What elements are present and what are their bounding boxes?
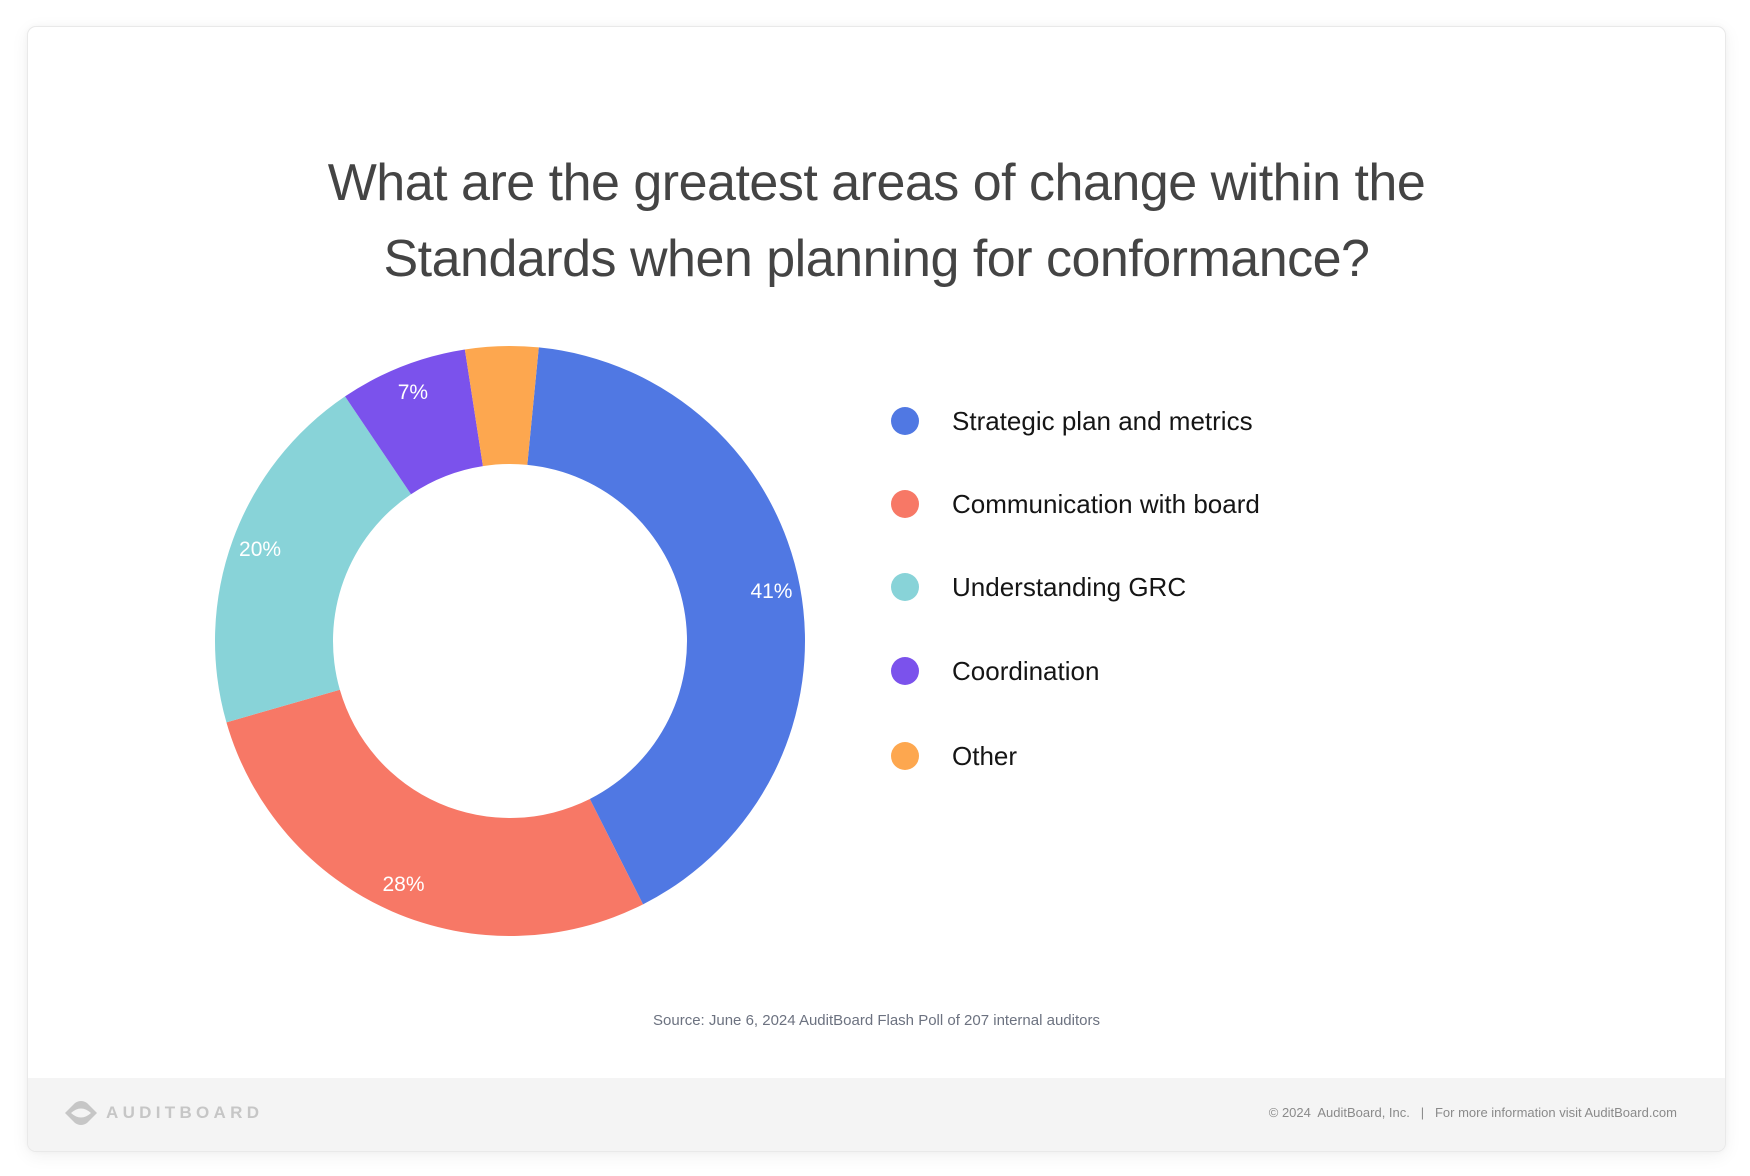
- legend-dot-icon: [891, 742, 919, 770]
- chart-title-line-2: Standards when planning for conformance?: [383, 230, 1370, 288]
- legend-label: Coordination: [952, 655, 1100, 686]
- footer-info: © 2024 AuditBoard, Inc. | For more infor…: [1269, 1105, 1677, 1120]
- legend-item: Coordination: [891, 656, 1099, 686]
- legend-dot-icon: [891, 490, 919, 518]
- donut-slice-communication-with-board: [226, 689, 644, 937]
- donut-chart: [214, 346, 805, 937]
- donut-slice-understanding-grc: [214, 396, 412, 723]
- slice-value-label: 20%: [239, 538, 282, 562]
- legend-item: Communication with board: [891, 489, 1260, 519]
- donut-slice-strategic-plan-and-metrics: [527, 347, 805, 905]
- legend-item: Strategic plan and metrics: [891, 406, 1253, 436]
- legend-label: Strategic plan and metrics: [952, 405, 1253, 436]
- chart-card: What are the greatest areas of change wi…: [27, 26, 1726, 1152]
- more-info-link[interactable]: For more information visit AuditBoard.co…: [1434, 1105, 1677, 1120]
- auditboard-logo-icon: [65, 1101, 97, 1125]
- chart-title: What are the greatest areas of change wi…: [28, 145, 1725, 297]
- legend-label: Communication with board: [952, 488, 1260, 519]
- legend-dot-icon: [891, 407, 919, 435]
- source-note: Source: June 6, 2024 AuditBoard Flash Po…: [653, 1012, 1100, 1029]
- footer: AUDITBOARD © 2024 AuditBoard, Inc. | For…: [28, 1078, 1725, 1151]
- legend-label: Other: [952, 740, 1018, 771]
- legend-dot-icon: [891, 573, 919, 601]
- copyright-text: © 2024 AuditBoard, Inc.: [1268, 1105, 1410, 1120]
- legend-item: Other: [891, 741, 1017, 771]
- legend-dot-icon: [891, 657, 919, 685]
- legend-label: Understanding GRC: [952, 571, 1187, 602]
- slice-value-label: 7%: [397, 381, 429, 405]
- chart-title-line-1: What are the greatest areas of change wi…: [327, 154, 1426, 212]
- legend-item: Understanding GRC: [891, 572, 1186, 602]
- slice-value-label: 28%: [382, 872, 425, 896]
- donut-slice-coordination: [345, 349, 483, 495]
- footer-separator: |: [1420, 1105, 1425, 1120]
- donut-slice-other: [464, 346, 539, 467]
- slice-value-label: 41%: [750, 580, 793, 604]
- auditboard-logo[interactable]: AUDITBOARD: [63, 1100, 263, 1126]
- logo-text: AUDITBOARD: [106, 1103, 264, 1122]
